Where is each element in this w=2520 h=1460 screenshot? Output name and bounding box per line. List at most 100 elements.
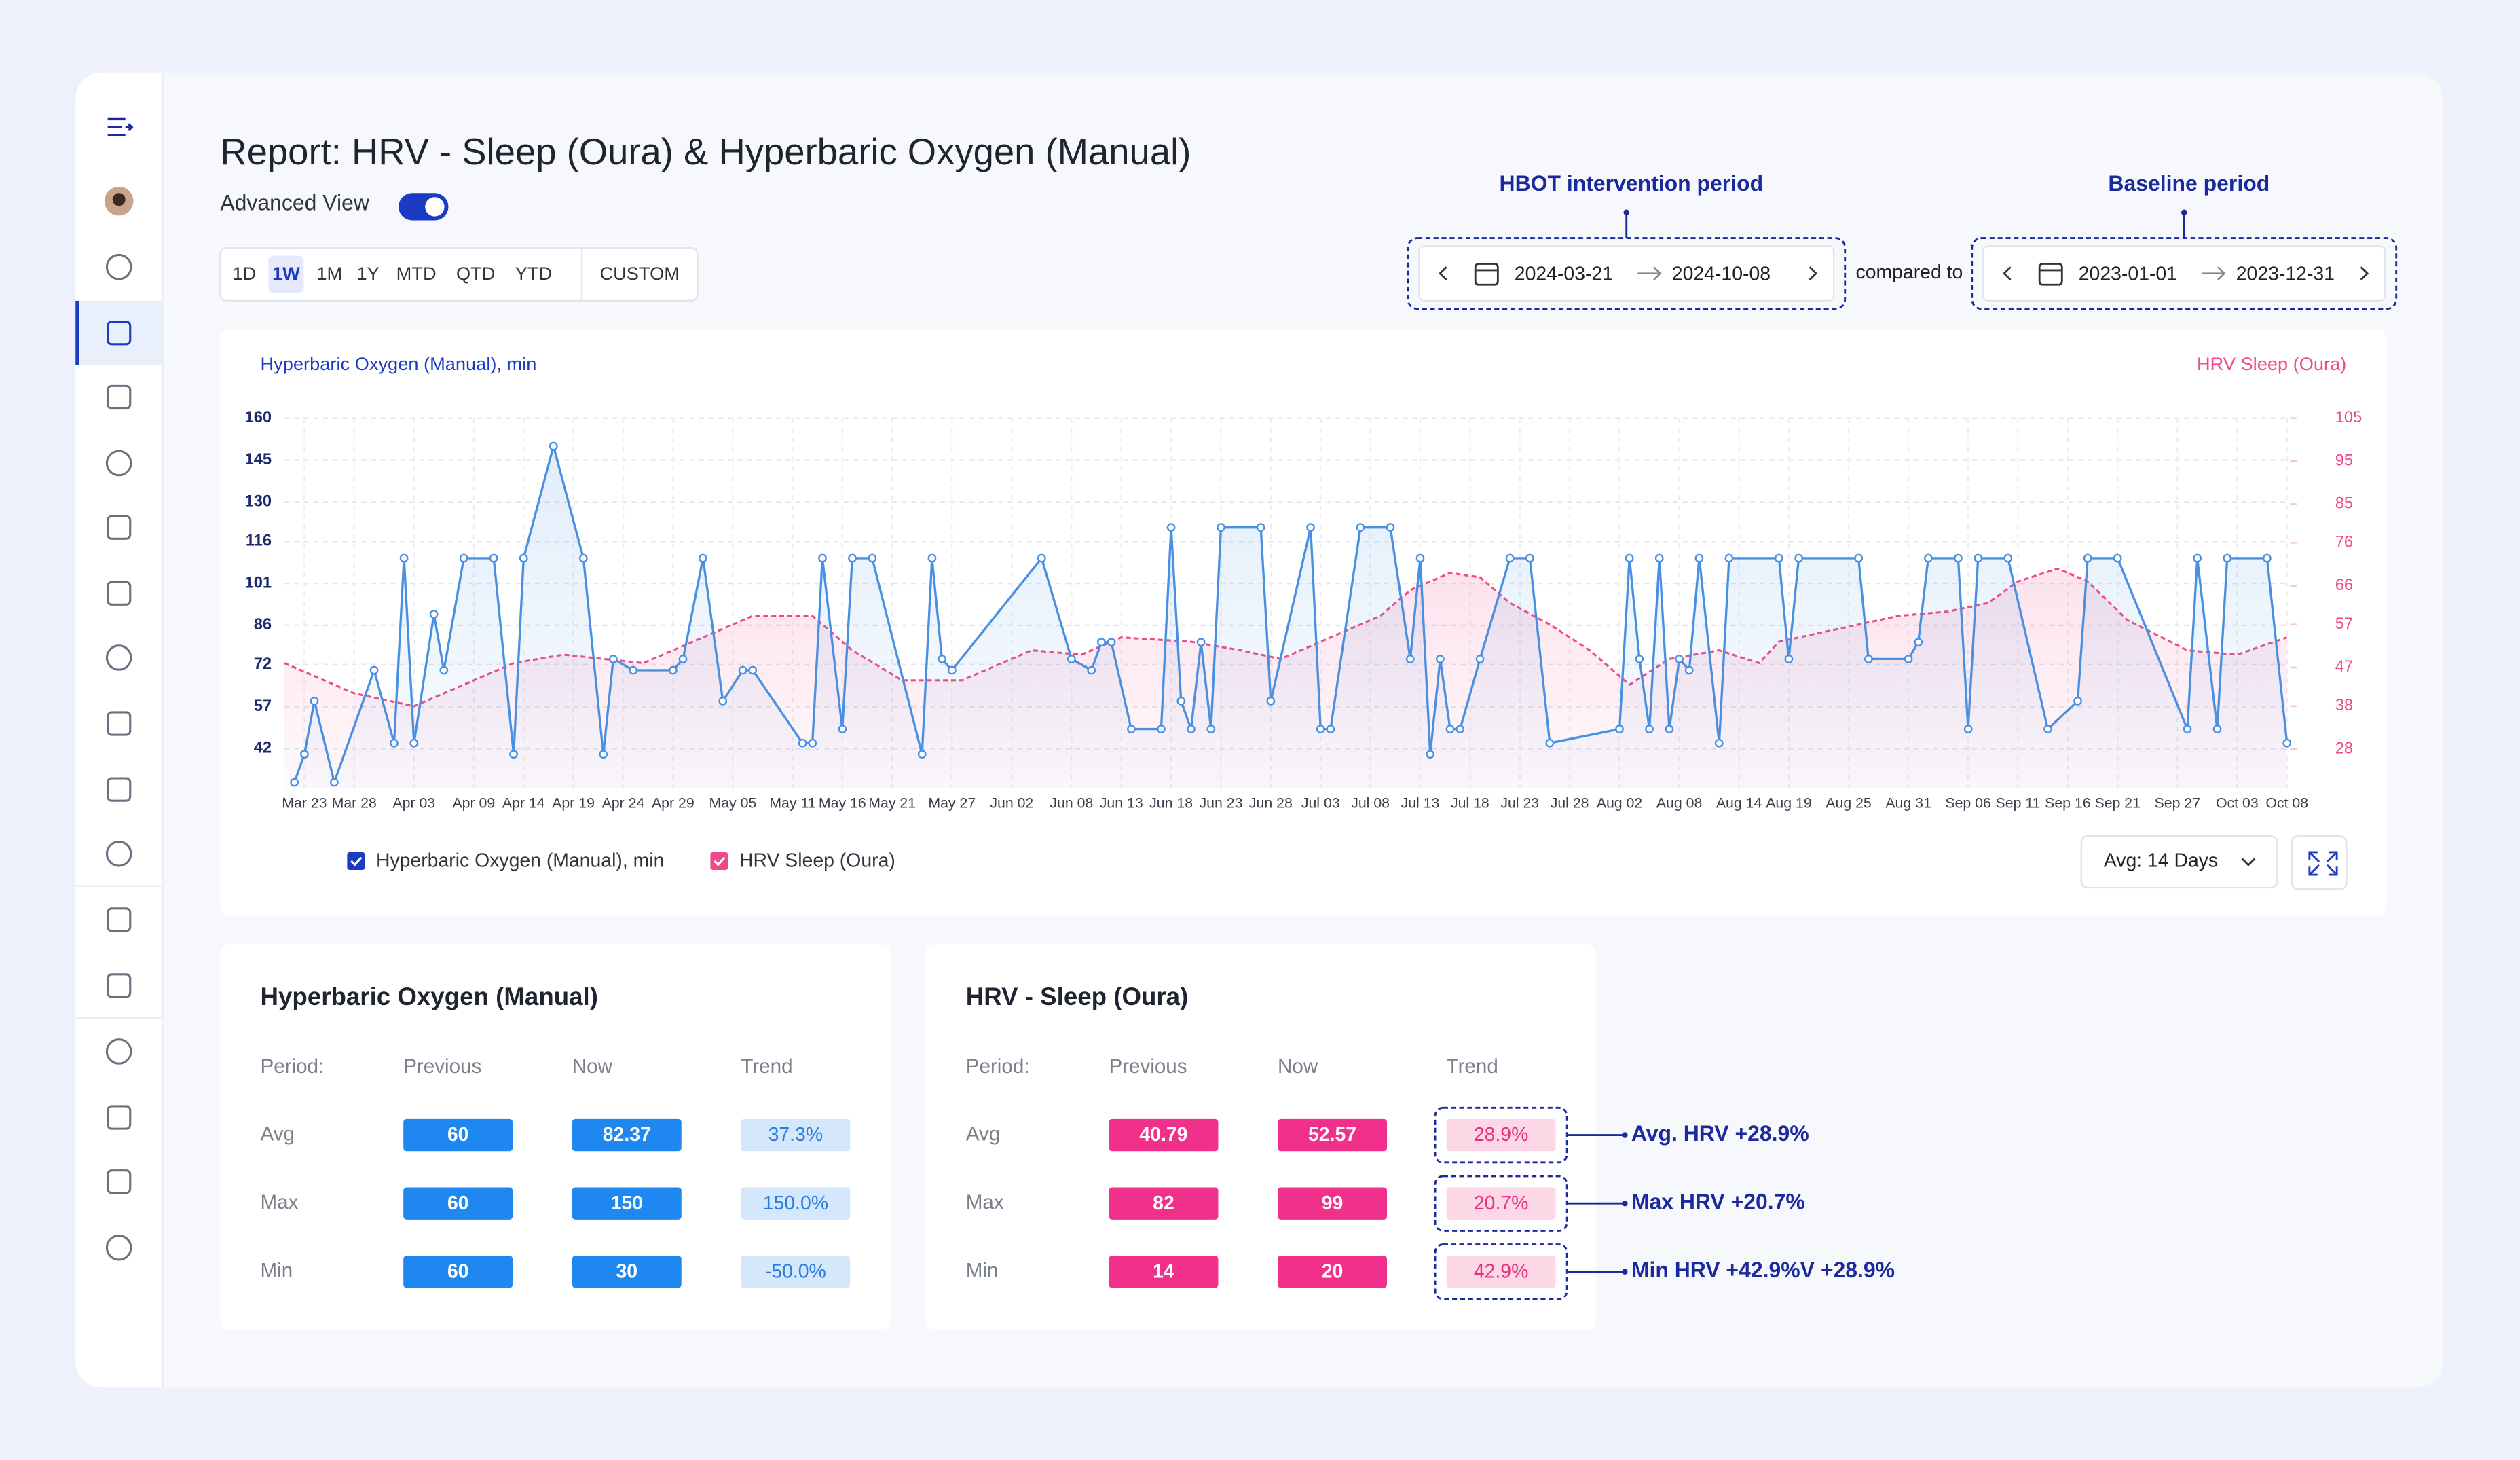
row-label: Avg bbox=[261, 1123, 295, 1145]
row-label: Max bbox=[261, 1191, 299, 1213]
range-picker[interactable] bbox=[1982, 245, 2386, 302]
period-button[interactable]: YTD bbox=[515, 263, 552, 284]
nav-icon[interactable] bbox=[107, 777, 132, 802]
period-button[interactable]: 1M bbox=[316, 263, 342, 284]
nav-icon[interactable] bbox=[107, 973, 132, 998]
legend-checkbox[interactable] bbox=[347, 852, 365, 870]
x-tick-label: Jun 13 bbox=[1100, 795, 1143, 811]
range-picker[interactable] bbox=[1418, 245, 1835, 302]
avg-select-label: Avg: 14 Days bbox=[2104, 850, 2218, 872]
nav-icon[interactable] bbox=[107, 711, 132, 736]
nav-active bbox=[75, 300, 163, 365]
y2-tick-label: 76 bbox=[2335, 534, 2353, 551]
data-point bbox=[519, 553, 528, 563]
column-header: Trend bbox=[1447, 1055, 1498, 1078]
period-button[interactable]: QTD bbox=[456, 263, 495, 284]
data-point bbox=[489, 553, 498, 563]
data-point bbox=[1963, 725, 1973, 733]
expand-button[interactable] bbox=[2291, 835, 2348, 890]
nav-icon[interactable] bbox=[105, 450, 132, 477]
y2-tick-label: 28 bbox=[2335, 740, 2353, 757]
legend-checkbox[interactable] bbox=[710, 852, 728, 870]
nav-icon[interactable] bbox=[107, 1105, 132, 1130]
stat-value: 30 bbox=[616, 1260, 637, 1282]
stat-value: 82 bbox=[1153, 1192, 1174, 1214]
period-selected bbox=[268, 255, 304, 293]
nav-icon[interactable] bbox=[105, 644, 132, 671]
data-point bbox=[2262, 553, 2272, 563]
x-tick-label: Apr 14 bbox=[502, 795, 545, 811]
data-point bbox=[808, 738, 817, 748]
nav-icon[interactable] bbox=[105, 253, 132, 280]
column-header: Trend bbox=[741, 1055, 792, 1078]
callout-dot bbox=[1622, 1132, 1628, 1138]
period-button[interactable]: MTD bbox=[396, 263, 437, 284]
range-highlight bbox=[1971, 237, 2398, 310]
period-button[interactable]: 1W bbox=[272, 263, 300, 284]
value-badge bbox=[1446, 1187, 1556, 1220]
nav-icon[interactable] bbox=[107, 515, 132, 540]
stat-value: 60 bbox=[447, 1260, 469, 1282]
data-point bbox=[290, 778, 299, 787]
data-point bbox=[439, 665, 449, 675]
y2-tick-label: 95 bbox=[2335, 452, 2353, 469]
x-tick-label: Aug 31 bbox=[1885, 795, 1931, 811]
data-point bbox=[390, 738, 399, 748]
period-button[interactable]: 1Y bbox=[356, 263, 379, 284]
avg-select[interactable] bbox=[2080, 835, 2278, 889]
legend-check bbox=[714, 856, 726, 866]
data-point bbox=[1954, 553, 1963, 563]
x-tick-label: Mar 23 bbox=[282, 795, 327, 811]
value-badge bbox=[403, 1187, 513, 1220]
callout: Avg. HRV +28.9% bbox=[1631, 1121, 1809, 1146]
nav-icon[interactable] bbox=[105, 1234, 132, 1261]
card-title: Hyperbaric Oxygen (Manual) bbox=[261, 983, 598, 1010]
row-label: Min bbox=[966, 1260, 999, 1282]
data-point bbox=[1356, 523, 1365, 532]
chevron-right[interactable] bbox=[1809, 266, 1818, 281]
data-point bbox=[1266, 696, 1276, 706]
x-tick-label: Aug 08 bbox=[1656, 795, 1703, 811]
chevron-left[interactable] bbox=[2003, 266, 2012, 281]
data-point bbox=[1864, 655, 1873, 663]
nav-icon[interactable] bbox=[107, 581, 132, 606]
data-point bbox=[509, 750, 518, 759]
data-point bbox=[1525, 553, 1534, 563]
annotation-dot bbox=[2181, 209, 2187, 215]
period-button[interactable]: 1D bbox=[232, 263, 256, 284]
chevron-right[interactable] bbox=[2360, 266, 2369, 281]
value-badge bbox=[403, 1256, 513, 1288]
y-tick-label: 57 bbox=[254, 697, 272, 715]
data-point bbox=[1665, 725, 1674, 733]
chevron-left[interactable] bbox=[1439, 266, 1447, 281]
data-point bbox=[1625, 553, 1634, 563]
data-point bbox=[2223, 553, 2232, 563]
data-point bbox=[1645, 725, 1654, 733]
data-point bbox=[1067, 655, 1076, 663]
x-tick-label: Jun 28 bbox=[1249, 795, 1293, 811]
value-badge bbox=[1278, 1118, 1388, 1152]
nav-icon[interactable] bbox=[105, 1038, 132, 1065]
annotation-dot bbox=[1623, 209, 1630, 215]
nav-icon[interactable] bbox=[107, 384, 132, 410]
data-point bbox=[1127, 725, 1136, 733]
stat-card bbox=[925, 943, 1596, 1330]
menu-icon[interactable] bbox=[107, 117, 134, 136]
data-point bbox=[459, 553, 468, 563]
column-header: Now bbox=[1278, 1055, 1318, 1078]
nav-icon[interactable] bbox=[107, 1169, 132, 1194]
x-tick-label: Jul 13 bbox=[1401, 795, 1440, 811]
nav-icon[interactable] bbox=[107, 907, 132, 932]
data-point bbox=[1654, 553, 1664, 563]
nav-icon[interactable] bbox=[105, 840, 132, 867]
data-point bbox=[1475, 655, 1485, 663]
range-end: 2023-12-31 bbox=[2236, 263, 2335, 285]
range-arrow bbox=[1637, 266, 1662, 281]
value-badge bbox=[403, 1118, 513, 1152]
data-point bbox=[608, 655, 618, 663]
row-label: Avg bbox=[966, 1123, 1000, 1145]
period-button[interactable]: CUSTOM bbox=[599, 263, 679, 284]
card-title: HRV - Sleep (Oura) bbox=[966, 983, 1189, 1010]
column-header: Period: bbox=[261, 1055, 325, 1078]
nav-icon[interactable] bbox=[107, 321, 132, 346]
